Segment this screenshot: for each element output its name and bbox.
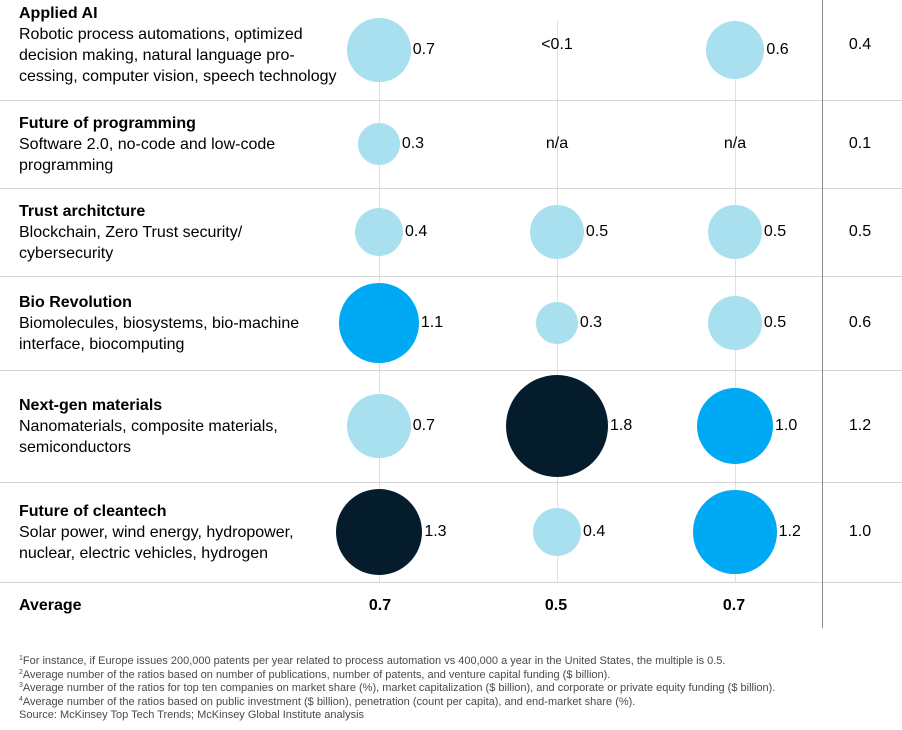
row-description-line: nuclear, electric vehicles, hydrogen: [19, 545, 269, 562]
row-title: Applied AI: [19, 5, 98, 22]
row-description-line: Solar power, wind energy, hydropower,: [19, 524, 294, 541]
right-column-value-4: 0.6: [848, 314, 872, 331]
bubble-row6-col2: [532, 507, 582, 557]
row-description-line: Blockchain, Zero Trust security/: [19, 224, 243, 241]
bubble-row6-col3: [693, 490, 777, 574]
bubble-row4-col1: [339, 283, 419, 363]
row-description-line: interface, biocomputing: [19, 336, 185, 353]
row-label-1: Applied AI Robotic process automations, o…: [19, 3, 359, 87]
row-description-line: Software 2.0, no-code and low-code: [19, 136, 276, 153]
row-divider: [0, 582, 902, 583]
row-divider: [0, 276, 902, 277]
row-title: Future of programming: [19, 115, 196, 132]
bubble-row1-col3: [705, 20, 765, 80]
bubble-value-label: 1.2: [778, 523, 801, 540]
footnote-1: 1For instance, if Europe issues 200,000 …: [19, 655, 726, 667]
row-label-3: Trust architcture Blockchain, Zero Trust …: [19, 201, 359, 264]
bubble-value-label: 1.1: [420, 314, 444, 331]
row-divider: [0, 100, 902, 101]
right-column-divider: [822, 0, 823, 628]
row-description-line: cessing, computer vision, speech technol…: [19, 68, 337, 85]
bubble-value-label: 0.7: [412, 417, 436, 434]
bubble-value-label: 0.6: [766, 41, 789, 58]
footnote-3: 3Average number of the ratios for top te…: [19, 682, 776, 694]
average-value-1: 0.7: [368, 597, 392, 614]
bubble-value-label: 0.5: [763, 314, 787, 331]
bubble-row2-col1: [358, 123, 400, 165]
row-description-line: cybersecurity: [19, 245, 114, 262]
source-line: Source: McKinsey Top Tech Trends; McKins…: [19, 709, 365, 721]
row-description-line: decision making, natural language pro-: [19, 47, 295, 64]
bubble-value-label: 1.3: [424, 523, 447, 540]
row-description-line: Robotic process automations, optimized: [19, 26, 303, 43]
right-column-value-2: 0.1: [848, 135, 872, 152]
row-title: Bio Revolution: [19, 294, 132, 311]
cell-value-label: n/a: [545, 135, 569, 152]
cell-value-label: n/a: [723, 135, 747, 152]
row-divider: [0, 188, 902, 189]
row-description-line: programming: [19, 157, 114, 174]
bubble-row3-col3: [708, 205, 762, 259]
footnote-2: 2Average number of the ratios based on n…: [19, 668, 611, 681]
bubble-row5-col1: [347, 394, 411, 458]
bubble-value-label: 0.4: [405, 223, 428, 240]
row-title: Future of cleantech: [19, 503, 167, 520]
bubble-value-label: 1.0: [775, 417, 798, 434]
bubble-row3-col1: [354, 207, 404, 257]
bubble-value-label: 0.5: [763, 223, 787, 240]
bubble-value-label: 0.3: [579, 314, 603, 331]
row-title: Next-gen materials: [19, 397, 163, 414]
bubble-value-label: 1.8: [609, 417, 633, 434]
row-divider: [0, 482, 902, 483]
right-column-value-1: 0.4: [848, 36, 872, 53]
row-title: Trust architcture: [19, 203, 146, 220]
bubble-row4-col3: [708, 296, 762, 350]
bubble-value-label: 0.4: [583, 523, 606, 540]
bubble-row3-col2: [530, 205, 584, 259]
bubble-value-label: 0.7: [412, 41, 436, 58]
bubble-value-label: 0.5: [585, 223, 609, 240]
column-gridline-2: [557, 20, 558, 582]
right-column-value-3: 0.5: [848, 223, 872, 240]
footnotes: 1For instance, if Europe issues 200,000 …: [19, 655, 775, 723]
cell-value-label: <0.1: [541, 36, 573, 53]
average-value-3: 0.7: [722, 597, 746, 614]
right-column-value-6: 1.0: [848, 523, 872, 540]
row-label-6: Future of cleantech Solar power, wind ene…: [19, 501, 359, 564]
right-column-value-5: 1.2: [848, 417, 872, 434]
bubble-row5-col3: [697, 388, 773, 464]
row-description-line: Nanomaterials, composite materials,: [19, 418, 278, 435]
bubble-row5-col2: [506, 375, 608, 477]
row-description-line: Biomolecules, biosystems, bio-machine: [19, 315, 300, 332]
row-label-5: Next-gen materials Nanomaterials, composi…: [19, 395, 359, 458]
row-divider: [0, 370, 902, 371]
row-label-4: Bio Revolution Biomolecules, biosystems, …: [19, 292, 359, 355]
average-value-2: 0.5: [544, 597, 568, 614]
bubble-value-label: 0.3: [401, 135, 425, 152]
bubble-row6-col1: [335, 488, 423, 576]
average-label: Average: [19, 597, 82, 614]
footnote-4: 4Average number of the ratios based on p…: [19, 695, 636, 708]
bubble-row1-col1: [347, 18, 411, 82]
bubble-row4-col2: [536, 302, 578, 344]
row-label-2: Future of programming Software 2.0, no-co…: [19, 113, 359, 176]
row-description-line: semiconductors: [19, 439, 132, 456]
